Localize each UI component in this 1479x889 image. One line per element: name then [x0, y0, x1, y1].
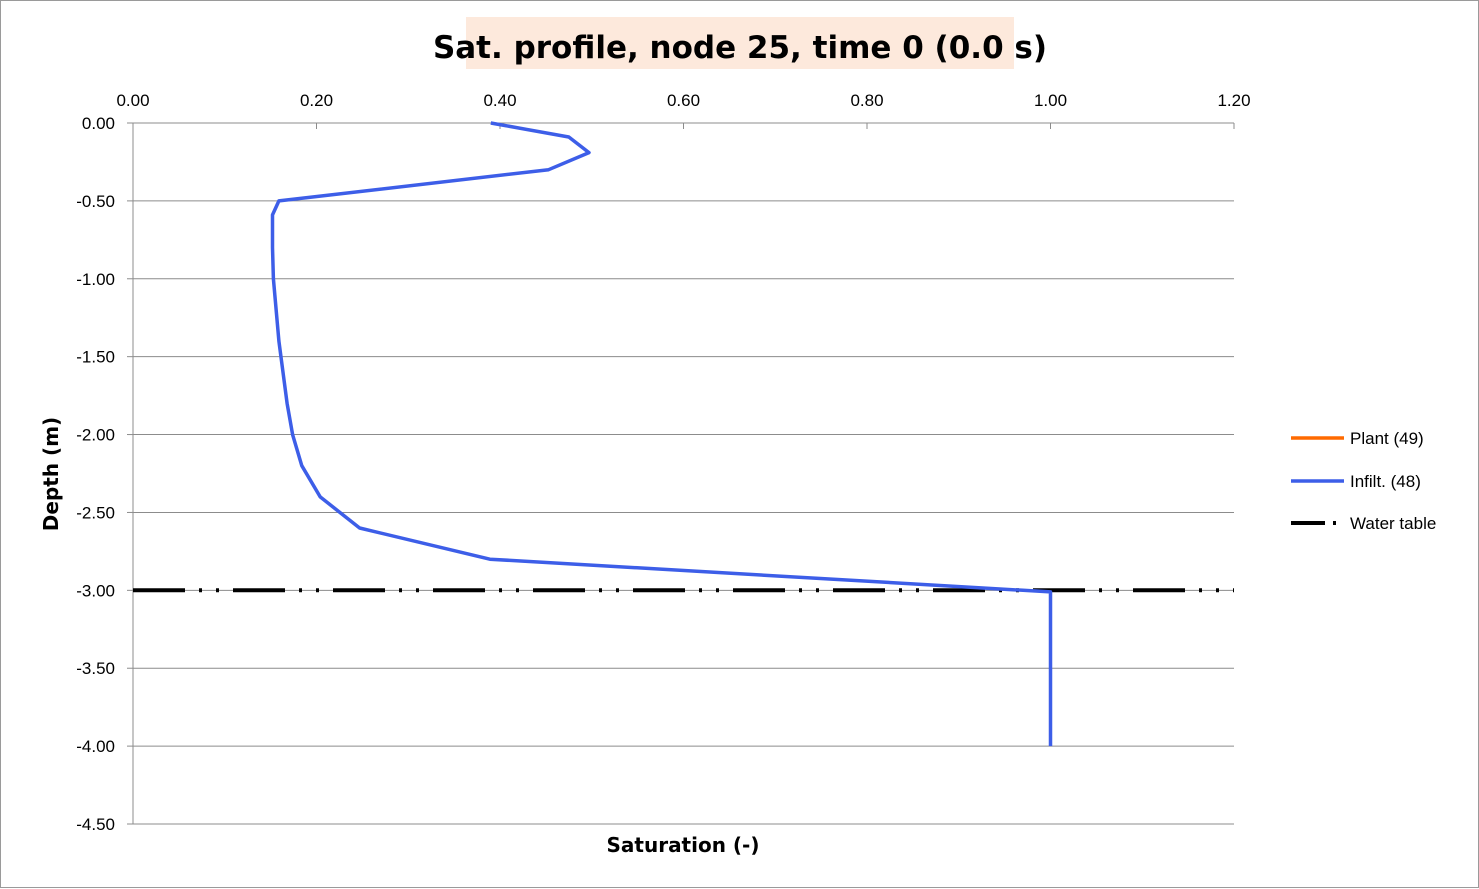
x-tick-label: 0.40: [483, 91, 516, 110]
y-tick-labels: 0.00 -0.50 -1.00 -1.50 -2.00 -2.50 -3.00 -3.50 -…: [76, 114, 115, 834]
x-tick-label: 1.20: [1217, 91, 1250, 110]
legend: Plant (49) Infilt. (48) Water table: [1291, 429, 1436, 533]
y-tick-label: -1.50: [76, 348, 115, 367]
title-background: [466, 17, 1014, 69]
axes: [127, 122, 1235, 825]
series-line-infilt-48: [270, 121, 1053, 747]
legend-label: Infilt. (48): [1350, 472, 1421, 491]
y-tick-label: -3.00: [76, 581, 115, 600]
y-tick-label: 0.00: [82, 114, 115, 133]
y-tick-label: -4.50: [76, 815, 115, 834]
x-tick-label: 0.00: [116, 91, 149, 110]
x-tick-label: 0.60: [667, 91, 700, 110]
gridlines: [133, 200, 1234, 825]
legend-label: Plant (49): [1350, 429, 1424, 448]
series: [133, 121, 1234, 747]
y-axis-title: Depth (m): [39, 417, 63, 531]
y-tick-label: -0.50: [76, 192, 115, 211]
x-tick-label: 0.20: [300, 91, 333, 110]
legend-label: Water table: [1350, 514, 1436, 533]
x-tick-label: 1.00: [1034, 91, 1067, 110]
chart-title: Sat. profile, node 25, time 0 (0.0 s): [433, 30, 1047, 66]
y-tick-label: -3.50: [76, 659, 115, 678]
x-axis-title: Saturation (-): [607, 833, 760, 857]
y-tick-label: -1.00: [76, 270, 115, 289]
y-tick-label: -2.50: [76, 503, 115, 522]
y-tick-label: -2.00: [76, 426, 115, 445]
y-tick-label: -4.00: [76, 737, 115, 756]
x-tick-label: 0.80: [850, 91, 883, 110]
x-tick-labels: 0.00 0.20 0.40 0.60 0.80 1.00 1.20: [116, 91, 1250, 110]
